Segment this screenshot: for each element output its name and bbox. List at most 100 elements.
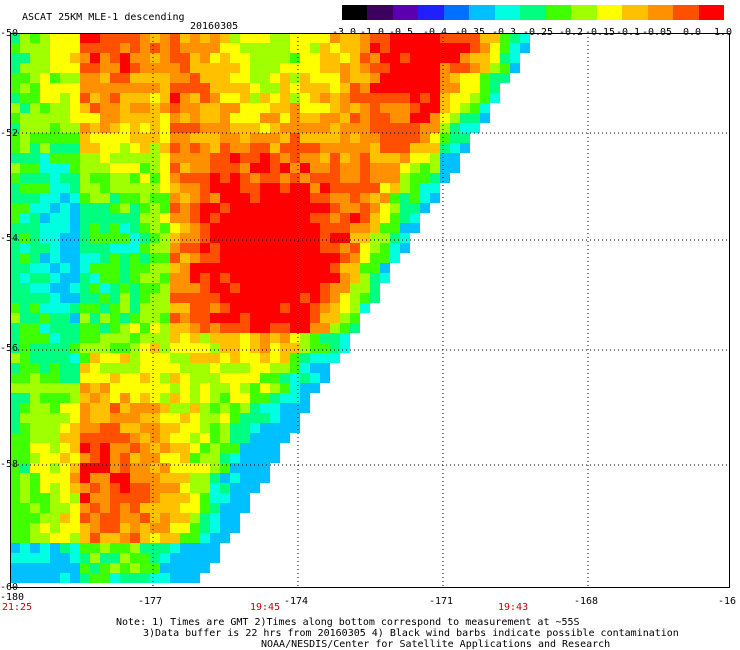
mle-cell xyxy=(180,323,190,333)
mle-cell xyxy=(130,333,140,343)
mle-cell xyxy=(300,303,310,313)
mle-cell xyxy=(40,363,50,373)
mle-cell xyxy=(360,183,370,193)
mle-cell xyxy=(10,63,20,73)
map-title: ASCAT 25KM MLE-1 descending xyxy=(22,12,185,23)
mle-cell xyxy=(290,233,300,243)
mle-cell xyxy=(390,233,400,243)
mle-cell xyxy=(140,413,150,423)
color-scale-labels: -3.0 -1.0 -0.5 -0.4 -0.35 -0.3 -0.25 -0.2 -0.15-… xyxy=(328,27,738,39)
mle-cell xyxy=(320,363,330,373)
mle-cell xyxy=(260,273,270,283)
mle-cell xyxy=(300,53,310,63)
mle-cell xyxy=(50,93,60,103)
mle-cell xyxy=(20,463,30,473)
mle-cell xyxy=(300,363,310,373)
mle-cell xyxy=(30,343,40,353)
mle-cell xyxy=(110,193,120,203)
mle-cell xyxy=(220,233,230,243)
mle-cell xyxy=(220,453,230,463)
mle-cell xyxy=(10,503,20,513)
mle-cell xyxy=(20,223,30,233)
mle-cell xyxy=(110,483,120,493)
mle-cell xyxy=(150,393,160,403)
mle-cell xyxy=(190,373,200,383)
mle-cell xyxy=(370,143,380,153)
mle-cell xyxy=(330,303,340,313)
mle-cell xyxy=(270,343,280,353)
mle-cell xyxy=(190,43,200,53)
mle-cell xyxy=(280,263,290,273)
mle-cell xyxy=(210,123,220,133)
mle-cell xyxy=(260,373,270,383)
mle-cell xyxy=(200,443,210,453)
mle-cell xyxy=(100,213,110,223)
mle-cell xyxy=(300,73,310,83)
mle-cell xyxy=(10,283,20,293)
mle-cell xyxy=(310,143,320,153)
mle-cell xyxy=(180,553,190,563)
mle-cell xyxy=(170,463,180,473)
mle-cell xyxy=(30,103,40,113)
mle-cell xyxy=(100,73,110,83)
mle-cell xyxy=(20,533,30,543)
mle-cell xyxy=(110,363,120,373)
mle-cell xyxy=(190,553,200,563)
mle-cell xyxy=(70,533,80,543)
mle-cell xyxy=(300,83,310,93)
mle-cell xyxy=(60,423,70,433)
mle-cell xyxy=(40,233,50,243)
mle-cell xyxy=(260,263,270,273)
mle-cell xyxy=(320,173,330,183)
mle-cell xyxy=(220,103,230,113)
mle-cell xyxy=(490,93,500,103)
mle-cell xyxy=(320,303,330,313)
mle-cell xyxy=(210,163,220,173)
mle-cell xyxy=(140,423,150,433)
mle-cell xyxy=(50,553,60,563)
mle-cell xyxy=(250,363,260,373)
mle-cell xyxy=(240,453,250,463)
mle-cell xyxy=(120,363,130,373)
mle-cell xyxy=(370,193,380,203)
mle-cell xyxy=(310,323,320,333)
mle-cell xyxy=(110,503,120,513)
mle-cell xyxy=(430,173,440,183)
color-scale-label: -0.4 xyxy=(422,27,448,38)
mle-cell xyxy=(80,213,90,223)
mle-cell xyxy=(260,353,270,363)
mle-cell xyxy=(190,273,200,283)
mle-cell xyxy=(340,323,350,333)
mle-cell xyxy=(70,93,80,103)
mle-cell xyxy=(130,83,140,93)
mle-cell xyxy=(490,63,500,73)
mle-cell xyxy=(390,243,400,253)
mle-cell xyxy=(60,243,70,253)
mle-cell xyxy=(60,33,70,43)
lon-label: -174 xyxy=(284,596,309,607)
mle-cell xyxy=(30,373,40,383)
mle-cell xyxy=(60,123,70,133)
mle-cell xyxy=(70,523,80,533)
mle-cell xyxy=(90,493,100,503)
mle-cell xyxy=(170,223,180,233)
mle-cell xyxy=(390,183,400,193)
mle-cell xyxy=(250,453,260,463)
mle-cell xyxy=(30,63,40,73)
mle-cell xyxy=(30,43,40,53)
mle-cell xyxy=(250,293,260,303)
mle-cell xyxy=(410,183,420,193)
mle-cell xyxy=(50,103,60,113)
mle-cell xyxy=(110,173,120,183)
mle-cell xyxy=(220,363,230,373)
mle-cell xyxy=(130,563,140,573)
mle-cell xyxy=(110,103,120,113)
mle-cell xyxy=(40,83,50,93)
mle-cell xyxy=(390,153,400,163)
mle-cell xyxy=(330,333,340,343)
mle-cell xyxy=(280,253,290,263)
mle-cell xyxy=(10,273,20,283)
mle-cell xyxy=(160,563,170,573)
mle-cell xyxy=(190,283,200,293)
mle-cell xyxy=(290,243,300,253)
